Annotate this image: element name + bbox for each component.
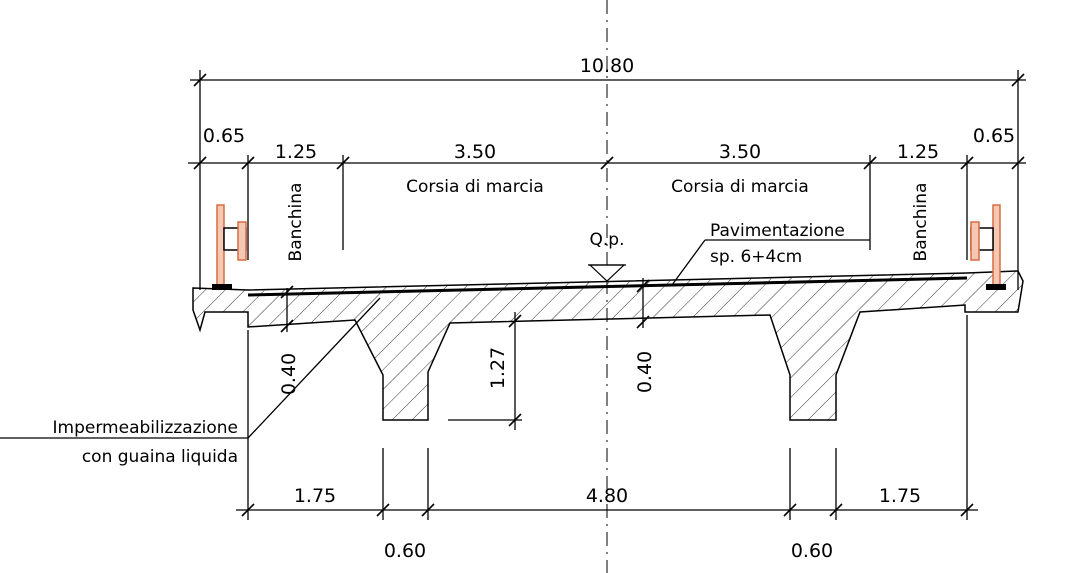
dimension-text: 0.40: [278, 353, 300, 395]
girder-height: 1.27: [448, 312, 522, 430]
dimension-text: 0.65: [203, 125, 245, 147]
waterproofing-label: Impermeabilizzazione: [53, 418, 238, 438]
dimension-text: 0.40: [634, 351, 656, 393]
dimension-text: 3.50: [454, 141, 496, 163]
paving-label: Pavimentazione: [710, 221, 845, 241]
shoulder-label: Banchina: [911, 183, 931, 262]
overall-dimension: 10.80: [190, 55, 1026, 290]
dimension-text: 0.60: [791, 540, 833, 562]
dimension-text: 10.80: [580, 55, 634, 77]
dimension-text: 1.75: [879, 485, 921, 507]
guardrail-left: [212, 205, 246, 290]
lane-label: Corsia di marcia: [671, 177, 809, 197]
dimension-text: 1.75: [294, 485, 336, 507]
waterproofing-callout: Impermeabilizzazione con guaina liquida: [0, 298, 380, 467]
paving-thickness: sp. 6+4cm: [710, 247, 802, 267]
waterproofing-label: con guaina liquida: [82, 447, 238, 467]
shoulder-label: Banchina: [286, 183, 306, 262]
dimension-text: 0.65: [973, 125, 1015, 147]
dimension-text: 1.25: [275, 141, 317, 163]
dimension-text: 3.50: [719, 141, 761, 163]
lane-label: Corsia di marcia: [406, 177, 544, 197]
dimension-text: 0.60: [384, 540, 426, 562]
dimension-text: 1.25: [897, 141, 939, 163]
elevation-label: Q.p.: [590, 230, 625, 250]
dimension-text: 4.80: [586, 485, 628, 507]
dimension-text: 1.27: [487, 347, 509, 389]
cross-section: 10.80 0.65 1.25 3.50 3.50 1.25 0.65 Cors…: [0, 0, 1079, 573]
